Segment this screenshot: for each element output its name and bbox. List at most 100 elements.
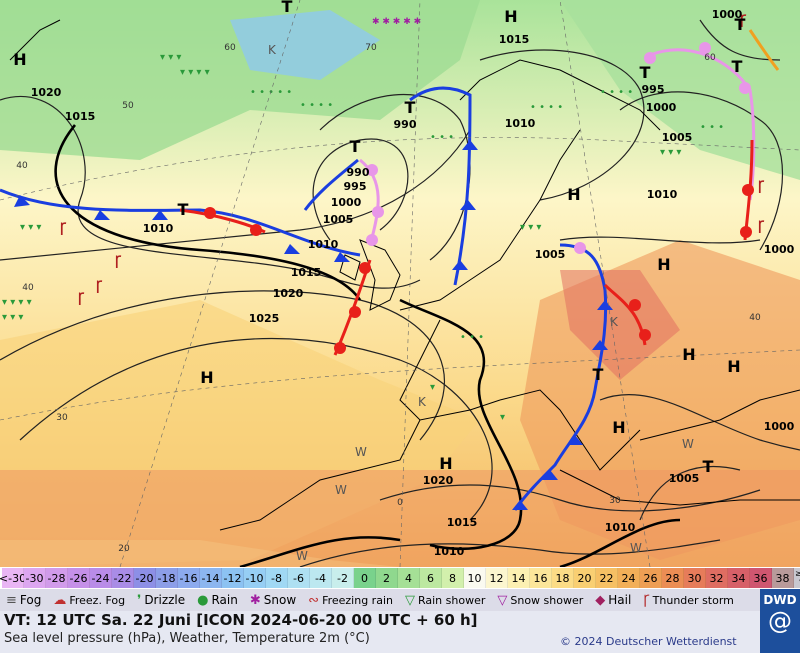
scale-cell: -8 xyxy=(266,568,288,588)
scale-cell: 6 xyxy=(420,568,442,588)
graticule-label: 0 xyxy=(397,498,403,508)
svg-text:• • •: • • • xyxy=(430,132,454,143)
isobar-label: 1000 xyxy=(764,243,795,256)
low-pressure-marker: T xyxy=(350,137,361,156)
temperature-scale: <-30 -30 -28 -26 -24 -22 -20 -18 -16 -14 -12 -10 -8-… xyxy=(0,568,800,588)
scale-cell: 30 xyxy=(684,568,706,588)
svg-text:• • • •: • • • • xyxy=(600,87,633,98)
isobar-label: 1025 xyxy=(249,312,280,325)
legend-item: ☁ Freez. Fog xyxy=(47,592,131,608)
scale-cell: 18 xyxy=(552,568,574,588)
svg-text:W: W xyxy=(335,483,347,497)
scale-cell: 10 xyxy=(464,568,486,588)
legend-symbol-icon: ◆ xyxy=(595,592,606,608)
low-pressure-marker: T xyxy=(703,457,714,476)
scale-cell: 20 xyxy=(574,568,596,588)
legend-symbol-icon: ☁ xyxy=(53,592,67,608)
legend-item: ≡ Fog xyxy=(0,592,47,607)
legend-symbol-icon: ✱ xyxy=(249,592,261,608)
dwd-spiral-icon: @ xyxy=(768,607,792,635)
scale-cell: -20 xyxy=(134,568,156,588)
scale-cell: 32 xyxy=(706,568,728,588)
legend-label: Drizzle xyxy=(144,592,186,607)
svg-text:Ꞅ: Ꞅ xyxy=(115,254,122,269)
legend-item: ❜ Drizzle xyxy=(131,592,191,608)
high-pressure-marker: H xyxy=(439,454,452,473)
isobar-label: 1015 xyxy=(291,266,322,279)
svg-text:K: K xyxy=(268,43,277,57)
scale-cell: -14 xyxy=(200,568,222,588)
scale-cell: -22 xyxy=(112,568,134,588)
isobar-label: 1005 xyxy=(535,248,566,261)
svg-text:Ꞅ: Ꞅ xyxy=(96,279,103,294)
graticule-label: 40 xyxy=(749,313,761,323)
svg-text:Ꞅ: Ꞅ xyxy=(758,179,765,194)
scale-cell: 8 xyxy=(442,568,464,588)
svg-text:W: W xyxy=(630,541,642,555)
svg-text:W: W xyxy=(355,445,367,459)
svg-text:• • • • •: • • • • • xyxy=(250,87,292,98)
low-pressure-marker: T xyxy=(593,365,604,384)
scale-cell: 24 xyxy=(618,568,640,588)
legend-label: Thunder storm xyxy=(652,593,734,607)
svg-text:▾: ▾ xyxy=(500,412,505,423)
dwd-logo: DWD @ xyxy=(760,589,800,653)
legend-label: Fog xyxy=(19,592,42,607)
legend-symbol-icon: ● xyxy=(197,592,209,608)
high-pressure-marker: H xyxy=(727,357,740,376)
svg-text:▾ ▾ ▾: ▾ ▾ ▾ xyxy=(20,222,41,233)
graticule-label: 30 xyxy=(609,496,621,506)
weather-map: • • • • • • • • • • • • • • • • • • • • • •… xyxy=(0,0,800,567)
dwd-logo-text: DWD xyxy=(763,593,797,607)
scale-cell: -4 xyxy=(310,568,332,588)
scale-cell: -10 xyxy=(244,568,266,588)
isobar-label: 1000 xyxy=(712,8,743,21)
svg-text:• • • •: • • • • xyxy=(530,102,563,113)
high-pressure-marker: H xyxy=(567,185,580,204)
isobar-label: 1020 xyxy=(273,287,304,300)
isobar-label: 1000 xyxy=(646,101,677,114)
isobar-label: 1005 xyxy=(662,131,693,144)
legend-label: Freez. Fog xyxy=(69,593,126,607)
scale-cell: -6 xyxy=(288,568,310,588)
high-pressure-marker: H xyxy=(504,7,517,26)
scale-cell: 38 xyxy=(772,568,794,588)
legend-label: Hail xyxy=(608,592,632,607)
high-pressure-marker: H xyxy=(657,255,670,274)
legend-item: ● Rain xyxy=(191,592,244,608)
legend-symbol-icon: Ꞅ xyxy=(643,592,650,608)
scale-cell: -12 xyxy=(222,568,244,588)
svg-text:Ꞅ: Ꞅ xyxy=(740,13,747,28)
svg-text:✱ ✱ ✱ ✱ ✱: ✱ ✱ ✱ ✱ ✱ xyxy=(372,17,421,27)
legend-item: Ꞅ Thunder storm xyxy=(637,592,740,608)
isobar-label: 990 xyxy=(394,118,417,131)
legend-symbol-icon: ❜ xyxy=(137,592,142,608)
graticule-label: 50 xyxy=(122,101,134,111)
scale-cell: 34 xyxy=(728,568,750,588)
isobar-label: 1020 xyxy=(31,86,62,99)
legend-item: ∾ Freezing rain xyxy=(302,592,399,608)
svg-text:▾ ▾ ▾ ▾: ▾ ▾ ▾ ▾ xyxy=(2,297,32,308)
legend-symbol-icon: ▽ xyxy=(404,592,415,608)
scale-cell: ≥40 °C xyxy=(794,568,800,588)
scale-cell: -24 xyxy=(90,568,112,588)
low-pressure-marker: T xyxy=(735,15,746,34)
svg-text:▾ ▾ ▾: ▾ ▾ ▾ xyxy=(160,52,181,63)
valid-time: VT: 12 UTC Sa. 22 Juni [ICON 2024-06-20 … xyxy=(4,611,478,629)
high-pressure-marker: H xyxy=(13,50,26,69)
svg-text:W: W xyxy=(682,437,694,451)
graticule-label: 30 xyxy=(56,413,68,423)
scale-cell: 22 xyxy=(596,568,618,588)
legend-symbol-icon: ∾ xyxy=(308,592,320,608)
low-pressure-marker: T xyxy=(732,57,743,76)
legend-item: ◆ Hail xyxy=(589,592,637,608)
svg-text:• • •: • • • xyxy=(700,122,724,133)
isobar-label: 1005 xyxy=(669,472,700,485)
svg-text:• • •: • • • xyxy=(460,332,484,343)
scale-cell: 26 xyxy=(640,568,662,588)
legend-item: ▽ Snow shower xyxy=(491,594,589,607)
scale-cell: -26 xyxy=(68,568,90,588)
svg-text:Ꞅ: Ꞅ xyxy=(60,221,67,236)
scale-cell: 16 xyxy=(530,568,552,588)
isobar-label: 990 xyxy=(347,166,370,179)
